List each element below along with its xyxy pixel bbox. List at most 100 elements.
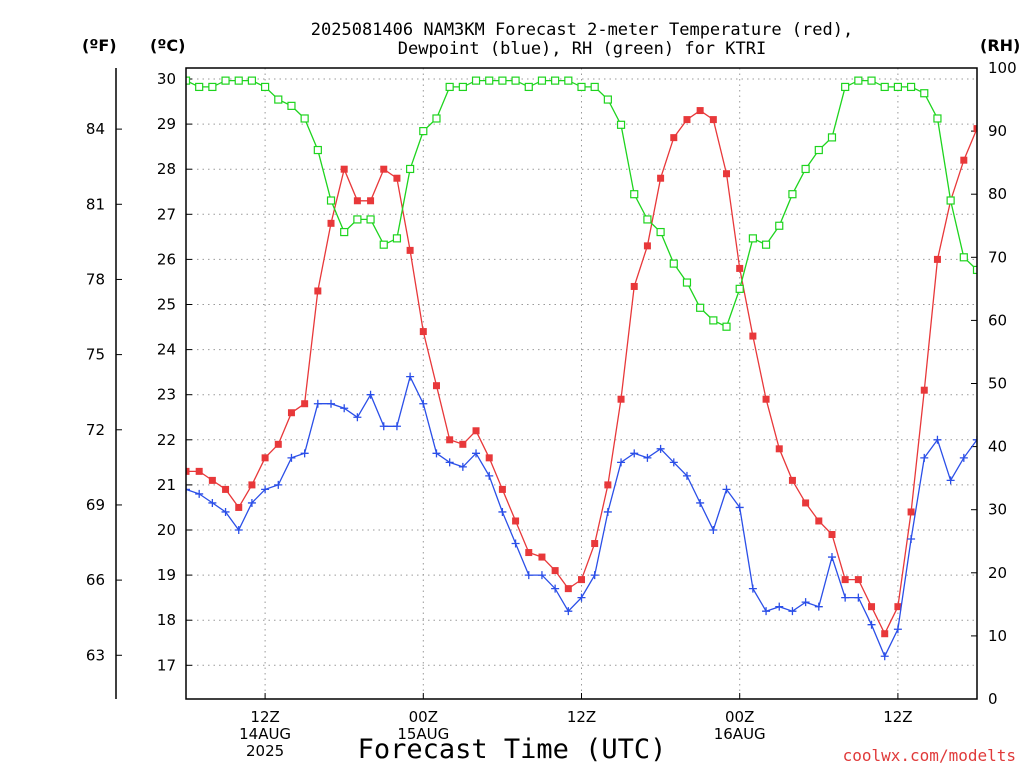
rh-tick-label: 100: [988, 59, 1017, 77]
dewpoint-point: [327, 399, 336, 408]
temperature-point: [432, 382, 440, 390]
dewpoint-point: [946, 476, 955, 485]
temperature-point: [643, 242, 651, 250]
dewpoint-point: [379, 422, 388, 431]
temperature-point: [854, 576, 862, 584]
temperature-point: [195, 467, 203, 475]
dewpoint-point: [669, 458, 678, 467]
rh-point: [471, 76, 481, 85]
rh-point: [841, 82, 850, 92]
celsius-tick-label: 21: [157, 476, 176, 494]
chart-title-line1: 2025081406 NAM3KM Forecast 2-meter Tempe…: [311, 20, 853, 40]
dewpoint-point: [458, 462, 467, 471]
temperature-point: [762, 395, 770, 403]
x-axis-title: Forecast Time (UTC): [358, 734, 667, 765]
temperature-point: [894, 603, 902, 611]
rh-point: [234, 76, 243, 85]
dewpoint-point: [682, 471, 691, 480]
rh-point: [353, 215, 362, 224]
temperature-point: [604, 481, 612, 489]
fahrenheit-tick-label: 69: [86, 496, 105, 514]
rh-point: [551, 76, 560, 85]
rh-point: [406, 164, 415, 174]
rh-point: [195, 82, 204, 92]
rh-tick-label: 0: [988, 690, 998, 708]
rh-point: [300, 114, 309, 123]
rh-point: [186, 76, 191, 85]
rh-point: [379, 240, 388, 249]
rh-point: [656, 227, 665, 237]
rh-point: [498, 76, 507, 85]
dewpoint-point: [656, 444, 665, 453]
dewpoint-point: [854, 593, 863, 602]
rh-point: [564, 76, 573, 85]
rh-point: [274, 95, 283, 104]
rh-point: [392, 234, 402, 243]
temperature-point: [340, 165, 348, 173]
time-tick-label: 12Z: [250, 708, 279, 726]
temperature-point: [512, 517, 520, 525]
dewpoint-point: [313, 399, 322, 408]
rh-point: [630, 190, 639, 199]
fahrenheit-tick-label: 72: [86, 421, 105, 439]
dewpoint-point: [643, 453, 652, 462]
dewpoint-point: [498, 507, 507, 516]
fahrenheit-tick-label: 78: [86, 270, 105, 288]
fahrenheit-tick-label: 84: [86, 120, 105, 138]
temperature-point: [960, 156, 968, 164]
rh-point: [366, 215, 375, 224]
rh-point: [696, 303, 705, 312]
temperature-point: [828, 531, 836, 539]
celsius-tick-label: 20: [157, 521, 176, 539]
temperature-point: [525, 549, 533, 557]
dewpoint-point: [893, 625, 902, 634]
dewpoint-point: [762, 607, 771, 616]
temperature-point: [841, 576, 849, 584]
dewpoint-point: [748, 584, 757, 593]
dewpoint-point: [907, 535, 916, 544]
temperature-point: [723, 170, 731, 178]
fahrenheit-tick-label: 66: [86, 571, 105, 589]
rh-point: [722, 322, 731, 331]
chart-title-line2: Dewpoint (blue), RH (green) for KTRI: [398, 39, 766, 59]
rh-point: [340, 227, 349, 237]
dewpoint-point: [208, 498, 217, 507]
fahrenheit-unit-label: (ºF): [82, 36, 117, 55]
rh-point: [972, 265, 977, 275]
rh-tick-label: 60: [988, 311, 1007, 329]
rh-point: [537, 76, 547, 85]
temperature-point: [222, 485, 230, 493]
dewpoint-point: [880, 652, 889, 661]
rh-point: [485, 76, 494, 85]
temperature-point: [208, 476, 216, 484]
dewpoint-point: [247, 498, 256, 507]
dewpoint-point: [392, 422, 401, 431]
dewpoint-point: [603, 507, 612, 516]
rh-point: [735, 284, 744, 293]
rh-point: [775, 221, 784, 230]
rh-point: [419, 126, 428, 136]
temperature-point: [393, 174, 401, 182]
rh-point: [616, 120, 626, 129]
temperature-point: [920, 386, 928, 394]
rh-tick-label: 70: [988, 248, 1007, 266]
celsius-tick-label: 25: [157, 296, 176, 314]
rh-tick-label: 90: [988, 122, 1007, 140]
dewpoint-point: [696, 498, 705, 507]
rh-point: [326, 196, 336, 205]
temperature-point: [380, 165, 388, 173]
rh-point: [801, 164, 810, 174]
rh-point: [682, 278, 692, 287]
time-tick-label: 00Z: [725, 708, 754, 726]
temperature-point: [881, 630, 889, 638]
dewpoint-point: [261, 485, 270, 494]
celsius-tick-label: 24: [157, 341, 176, 359]
series-clip-group: [186, 76, 977, 661]
rh-tick-label: 40: [988, 438, 1007, 456]
rh-point: [313, 145, 322, 155]
rh-tick-label: 80: [988, 185, 1007, 203]
dewpoint-point: [485, 471, 494, 480]
rh-point: [893, 82, 903, 92]
rh-point: [261, 82, 270, 92]
